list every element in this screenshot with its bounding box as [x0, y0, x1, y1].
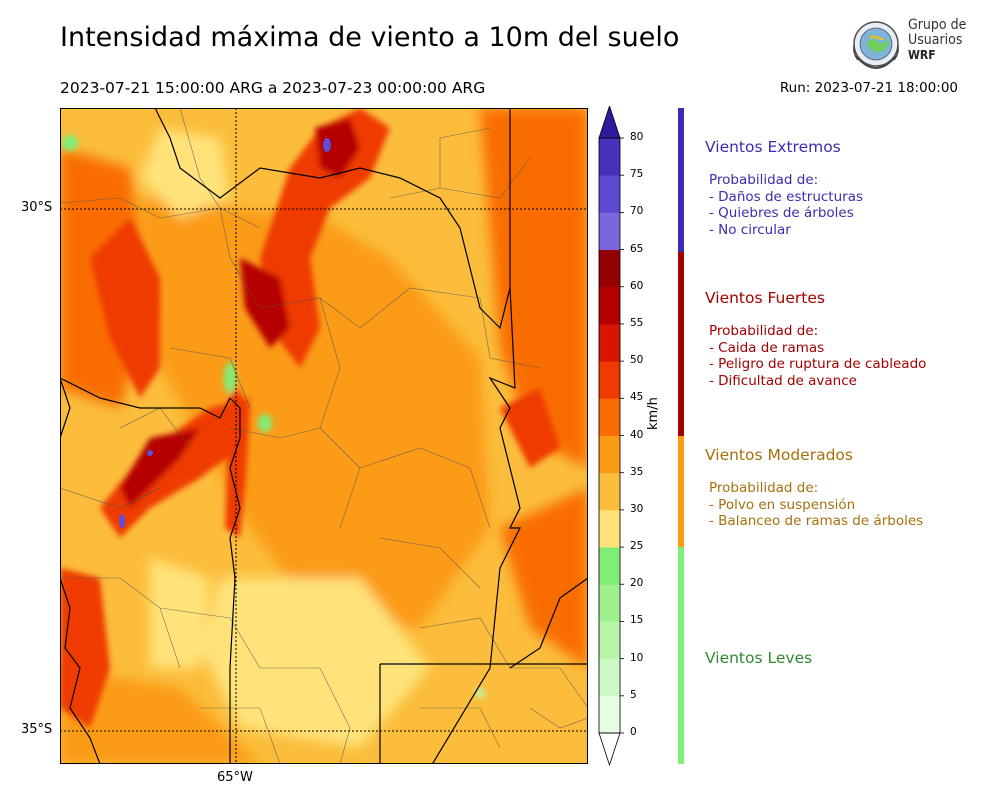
field-45-east-blob: [500, 388, 560, 468]
map-canvas: [60, 108, 588, 764]
graticule: [60, 108, 588, 764]
colorbar-level: [599, 584, 620, 622]
wind-intensity-map: [60, 108, 588, 764]
colorbar-tick-label: 45: [630, 391, 644, 404]
colorbar-level: [599, 138, 620, 176]
field-70-north: [323, 138, 331, 152]
legend-line: - Caida de ramas: [709, 339, 825, 356]
colorbar-level: [599, 249, 620, 288]
colorbar-tick-label: 30: [630, 502, 644, 515]
colorbar-level: [599, 361, 620, 399]
colorbar-tick-label: 10: [630, 651, 644, 664]
colorbar-tick-label: 35: [630, 465, 644, 478]
legend-line: - Daños de estructuras: [709, 188, 864, 205]
field-45-west-belt: [90, 218, 160, 398]
colorbar-level: [599, 658, 620, 697]
run-timestamp: Run: 2023-07-21 18:00:00: [779, 80, 958, 96]
band-extreme: [678, 108, 684, 252]
legend-line: Probabilidad de:: [709, 172, 819, 188]
date-range: 2023-07-21 15:00:00 ARG a 2023-07-23 00:…: [60, 79, 486, 97]
legend-line: - Polvo en suspensión: [709, 496, 856, 513]
category-moderate-desc: Probabilidad de: - Polvo en suspensión -…: [709, 480, 923, 530]
colorbar-level: [599, 621, 620, 660]
field-45-coast: [60, 568, 110, 728]
colorbar-tick-label: 55: [630, 316, 644, 329]
colorbar-level: [599, 695, 620, 734]
map-title: Intensidad máxima de viento a 10m del su…: [60, 22, 680, 53]
province-borders: [60, 108, 588, 764]
lat-label-30s: 30°S: [21, 200, 53, 215]
field-40-southeast: [500, 488, 588, 668]
department-borders: [60, 108, 588, 764]
legend-line: Probabilidad de:: [709, 480, 819, 496]
colorbar-tick-label: 20: [630, 577, 644, 590]
colorbar-level: [599, 286, 620, 325]
colorbar-tick-label: 40: [630, 428, 644, 441]
legend-line: Probabilidad de:: [709, 323, 819, 339]
band-moderate: [678, 436, 684, 547]
category-extreme-desc: Probabilidad de: - Daños de estructuras …: [709, 172, 863, 238]
field-20-c: [62, 135, 78, 151]
field-20-a: [224, 362, 236, 394]
field-20-b: [258, 414, 272, 432]
colorbar-level: [599, 547, 620, 585]
colorbar-level: [599, 323, 620, 362]
globe-logo-icon: [853, 21, 899, 70]
legend-line: - Quiebres de árboles: [709, 205, 854, 221]
legend-line: - Peligro de ruptura de cableado: [709, 356, 927, 372]
lat-label-35s: 35°S: [21, 722, 53, 737]
colorbar-tick-label: 25: [630, 540, 644, 553]
colorbar-unit: km/h: [646, 397, 661, 430]
logo-line-2: Usuarios: [908, 32, 963, 48]
colorbar-tick-label: 65: [630, 242, 644, 255]
field-25-north: [140, 128, 230, 218]
colorbar-tick-label: 15: [630, 614, 644, 627]
band-strong: [678, 252, 684, 436]
field-35-south: [60, 668, 260, 764]
field-35-central: [140, 198, 490, 628]
colorbar-level: [599, 212, 620, 250]
category-strong-title: Vientos Fuertes: [705, 289, 825, 307]
colorbar-tick-label: 80: [630, 131, 644, 143]
colorbar-bottom-arrow: [598, 732, 621, 767]
colorbar-level: [599, 398, 620, 436]
category-extreme-title: Vientos Extremos: [705, 138, 841, 156]
colorbar-level: [599, 435, 620, 474]
colorbar: [598, 106, 624, 767]
category-light-title: Vientos Leves: [705, 649, 813, 667]
colorbar-level: [599, 509, 620, 548]
colorbar-level: [599, 472, 620, 511]
field-55-sw: [120, 428, 200, 508]
field-70-sw-b: [147, 450, 153, 456]
field-45-sw-belt: [100, 398, 250, 538]
field-70-sw-a: [119, 514, 125, 528]
field-25-south: [200, 578, 430, 748]
field-55-mid: [240, 258, 290, 348]
field-25-west: [150, 558, 210, 668]
legend-line: - No circular: [709, 221, 791, 238]
colorbar-tick-label: 50: [630, 354, 644, 367]
category-strong-desc: Probabilidad de: - Caida de ramas - Peli…: [709, 323, 926, 389]
category-moderate-title: Vientos Moderados: [705, 446, 853, 464]
band-light: [678, 547, 684, 764]
field-40-east: [480, 108, 588, 468]
legend-line: - Balanceo de ramas de árboles: [709, 513, 924, 529]
logo-line-1: Grupo de: [908, 17, 967, 33]
colorbar-top-arrow: [598, 106, 621, 139]
legend-line: - Dificultad de avance: [709, 372, 857, 389]
colorbar-level: [599, 175, 620, 213]
field-55-north: [315, 118, 360, 178]
grupo-usuarios-wrf-logo: Grupo de Usuarios WRF: [848, 16, 973, 72]
colorbar-tick-label: 0: [630, 726, 637, 738]
colorbar-tick-label: 60: [630, 279, 644, 292]
colorbar-tick-label: 70: [630, 205, 644, 218]
field-45-spine: [225, 378, 250, 538]
colorbar-tick-label: 5: [630, 688, 637, 701]
colorbar-tick-label: 75: [630, 168, 644, 181]
lon-label-65w: 65°W: [217, 770, 253, 785]
field-20-d: [475, 688, 485, 698]
logo-line-3: WRF: [908, 48, 936, 62]
